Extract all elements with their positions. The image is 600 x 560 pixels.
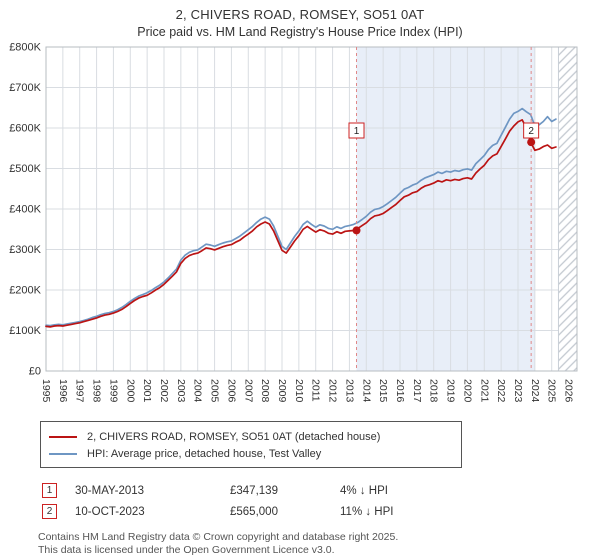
property-line-swatch (49, 435, 77, 438)
svg-text:1997: 1997 (74, 379, 86, 403)
transaction-marker-1: 1 (42, 483, 57, 498)
legend-property-label: 2, CHIVERS ROAD, ROMSEY, SO51 0AT (detac… (87, 430, 381, 443)
svg-text:2005: 2005 (209, 379, 221, 403)
legend-hpi-label: HPI: Average price, detached house, Test… (87, 447, 322, 460)
chart-header: 2, CHIVERS ROAD, ROMSEY, SO51 0AT Price … (0, 0, 600, 39)
hpi-line-swatch (49, 452, 77, 455)
svg-text:1998: 1998 (91, 379, 103, 403)
transaction-row: 1 30-MAY-2013 £347,139 4% ↓ HPI (42, 480, 600, 501)
svg-text:2020: 2020 (461, 379, 473, 403)
svg-text:£500K: £500K (9, 163, 41, 175)
svg-text:£100K: £100K (9, 325, 41, 337)
svg-text:2009: 2009 (276, 379, 288, 403)
svg-text:£200K: £200K (9, 285, 41, 297)
transaction-row: 2 10-OCT-2023 £565,000 11% ↓ HPI (42, 501, 600, 522)
svg-text:2011: 2011 (310, 379, 322, 402)
svg-text:2008: 2008 (259, 379, 271, 403)
svg-text:2026: 2026 (563, 379, 575, 403)
svg-text:2024: 2024 (529, 379, 541, 403)
svg-text:2007: 2007 (242, 379, 254, 403)
svg-text:2023: 2023 (512, 379, 524, 403)
svg-text:2001: 2001 (141, 379, 153, 403)
svg-text:2: 2 (528, 126, 534, 137)
svg-text:2014: 2014 (360, 379, 372, 403)
transaction-price: £565,000 (230, 505, 278, 518)
footer-line-2: This data is licensed under the Open Gov… (38, 544, 335, 557)
transaction-price: £347,139 (230, 484, 278, 497)
svg-text:£300K: £300K (9, 244, 41, 256)
svg-text:2006: 2006 (225, 379, 237, 403)
svg-text:2017: 2017 (411, 379, 423, 403)
svg-text:2003: 2003 (175, 379, 187, 403)
svg-text:2025: 2025 (546, 379, 558, 403)
footer-line-1: Contains HM Land Registry data © Crown c… (38, 531, 399, 543)
svg-text:1999: 1999 (107, 379, 119, 403)
svg-text:2019: 2019 (445, 379, 457, 403)
transaction-date: 30-MAY-2013 (75, 484, 145, 497)
svg-text:£0: £0 (29, 366, 41, 378)
svg-text:£700K: £700K (9, 82, 41, 94)
transactions-table: 1 30-MAY-2013 £347,139 4% ↓ HPI 2 10-OCT… (42, 480, 600, 522)
chart-legend: 2, CHIVERS ROAD, ROMSEY, SO51 0AT (detac… (40, 421, 462, 468)
svg-text:£600K: £600K (9, 123, 41, 135)
svg-text:2012: 2012 (327, 379, 339, 403)
svg-text:2013: 2013 (343, 379, 355, 403)
svg-text:2022: 2022 (495, 379, 507, 403)
svg-text:1995: 1995 (40, 379, 52, 403)
transaction-hpi-delta: 11% ↓ HPI (340, 505, 394, 518)
svg-text:£800K: £800K (9, 42, 41, 54)
svg-text:1996: 1996 (57, 379, 69, 403)
transaction-hpi-delta: 4% ↓ HPI (340, 484, 388, 497)
svg-text:2004: 2004 (192, 379, 204, 403)
transaction-marker-2: 2 (42, 504, 57, 519)
svg-text:2015: 2015 (377, 379, 389, 403)
legend-item-hpi: HPI: Average price, detached house, Test… (49, 445, 453, 462)
transaction-date: 10-OCT-2023 (75, 505, 145, 518)
price-history-chart: £0 £100K £200K £300K £400K £500K £600K £700K £80… (9, 42, 578, 403)
svg-text:1: 1 (354, 126, 360, 137)
svg-text:2018: 2018 (428, 379, 440, 403)
svg-text:£400K: £400K (9, 204, 41, 216)
svg-text:2016: 2016 (394, 379, 406, 403)
svg-text:2002: 2002 (158, 379, 170, 403)
page-title: 2, CHIVERS ROAD, ROMSEY, SO51 0AT (175, 7, 425, 22)
svg-text:2000: 2000 (124, 379, 136, 403)
svg-text:2021: 2021 (478, 379, 490, 403)
legend-item-property: 2, CHIVERS ROAD, ROMSEY, SO51 0AT (detac… (49, 428, 453, 445)
svg-text:2010: 2010 (293, 379, 305, 403)
page-subtitle: Price paid vs. HM Land Registry's House … (137, 25, 463, 39)
license-footer: Contains HM Land Registry data © Crown c… (38, 531, 600, 557)
